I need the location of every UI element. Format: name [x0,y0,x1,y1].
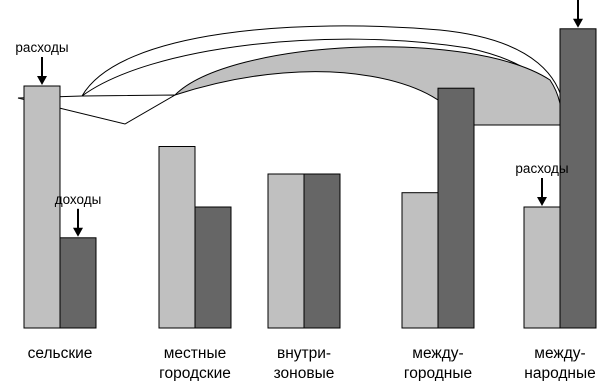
income-bar-0 [59,237,97,329]
x-tick-label: народные [524,365,595,381]
income-bar-3 [437,87,475,329]
x-tick-label: зоновые [274,365,335,381]
x-tick-label: местные [164,345,226,362]
expense-bar-4 [523,206,561,329]
expense-bar-0 [23,85,61,329]
income-bar-1 [194,206,232,329]
redistribution-arrow-group [17,25,565,126]
annotation-arrowhead [537,197,547,206]
annotation-label: расходы [15,40,68,55]
x-tick-label: внутри- [277,345,331,362]
annotation-label: расходы [515,161,568,176]
expense-bar-3 [401,192,439,329]
x-tick-label: городные [404,365,472,381]
annotation-label: доходы [55,192,102,207]
x-tick-label: между- [412,345,463,362]
annotation-arrowhead [37,76,47,85]
income-bar-2 [303,173,341,329]
x-tick-label: сельские [28,345,93,362]
annotation-arrowhead [573,18,583,28]
x-tick-label: городские [159,365,231,381]
annotation-arrowhead [73,227,83,237]
expense-bar-1 [158,146,196,329]
expense-bar-2 [267,173,305,329]
x-tick-label: между- [534,345,585,362]
income-bar-4 [559,28,597,329]
